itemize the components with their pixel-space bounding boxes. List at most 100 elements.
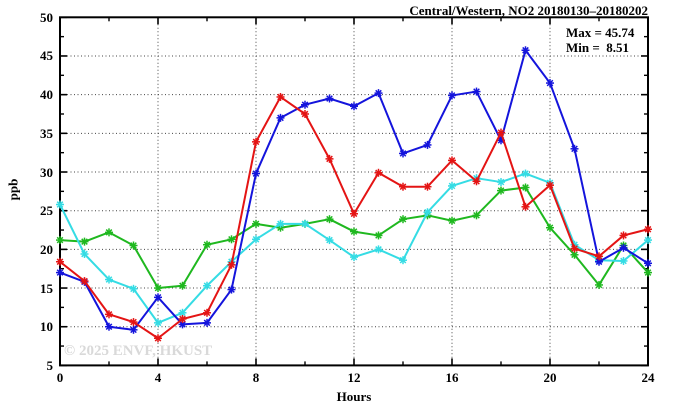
series-blue-marker [350,102,358,111]
series-blue-marker [203,318,211,327]
y-tick-label-35: 35 [40,125,53,141]
series-blue-marker [399,149,407,158]
series-green-marker [497,186,505,195]
plot-border [59,16,649,367]
series-cyan-marker [154,318,162,327]
series-red-marker [203,308,211,317]
y-tick-label-10: 10 [40,319,53,335]
series-blue-marker [423,140,432,149]
y-tick-label-20: 20 [40,241,53,257]
series-red-marker [178,314,187,323]
series-blue-marker [227,285,236,294]
series-blue-marker [301,100,309,109]
series-cyan-marker [374,245,383,254]
series-green-marker [595,280,603,289]
series-blue-marker [276,113,285,122]
series-green-marker [203,240,211,249]
series-red-marker [350,209,358,218]
series-green-marker [227,235,236,244]
series-cyan-marker [619,256,628,265]
series-cyan-marker [448,181,456,190]
series-green-marker [129,241,138,250]
series-cyan-marker [129,284,138,293]
series-cyan-marker [203,281,211,290]
y-tick-label-50: 50 [40,9,53,25]
series-blue-marker [374,89,383,98]
series-red-marker [276,92,285,101]
y-tick-label-25: 25 [40,203,53,219]
series-green-marker [325,215,334,224]
series-red-marker [619,231,628,240]
series-blue-marker [105,322,113,331]
x-tick-label-24: 24 [641,370,655,385]
series-red-marker [301,109,309,118]
series-red-marker [497,128,505,137]
series-blue-marker [154,293,162,302]
series-cyan-marker [423,208,432,217]
series-green-marker [252,219,260,228]
series-green-marker [178,281,187,290]
series-green-marker [521,183,530,192]
series-red-marker [472,177,481,186]
series-cyan-marker [276,219,285,228]
series-cyan-marker [301,219,309,228]
series-cyan-marker [521,169,530,178]
x-tick-label-16: 16 [445,370,459,385]
series-red-marker [80,277,89,286]
x-tick-label-4: 4 [154,370,162,385]
series-green-marker [546,223,554,232]
series-red-marker [546,181,554,190]
series-blue-marker [129,325,138,334]
series-red-marker [252,137,260,146]
series-cyan-marker [252,235,260,244]
series-blue-marker [644,259,652,268]
series-red-marker [448,156,456,165]
series-blue-marker [448,91,456,100]
series-blue-marker [325,94,334,103]
series-cyan-marker [399,256,407,265]
watermark: © 2025 ENVF, HKUST [64,343,213,359]
series-red-marker [521,202,530,211]
series-blue-marker [619,243,628,252]
series-green-marker [472,211,481,220]
series-green-marker [448,216,456,225]
series-red-marker [227,260,236,269]
series-red-marker [595,252,603,261]
series-green-marker [399,215,407,224]
series-cyan-marker [644,236,652,245]
series-blue-marker [521,46,530,55]
series-cyan-marker [105,275,113,284]
max-annotation: Max = 45.74 [566,25,635,40]
min-annotation: Min = 8.51 [566,40,630,55]
series-green-marker [80,237,89,246]
series-blue-marker [252,169,260,178]
series-cyan-marker [350,253,358,262]
x-tick-label-8: 8 [252,370,260,385]
y-tick-label-45: 45 [40,48,53,64]
series-red-marker [423,182,432,191]
series-green-marker [350,227,358,236]
series-red-marker [154,334,162,343]
series-green-marker [105,228,113,237]
series-red [56,92,652,343]
series-cyan-marker [56,200,64,209]
x-tick-label-0: 0 [56,370,64,385]
series-blue-marker [546,79,554,88]
series-blue-marker [472,87,481,96]
series-red-marker [56,257,64,266]
chart-title: Central/Western, NO2 20180130–20180202 [409,3,648,18]
series-red-marker [644,225,652,234]
y-tick-label-5: 5 [46,357,54,373]
series-green-marker [374,231,383,240]
series-red-marker [399,182,407,191]
series-cyan-marker [80,250,89,259]
series-blue-marker [56,268,64,277]
x-tick-label-20: 20 [543,370,557,385]
series-red-marker [325,154,334,163]
series-green-marker [154,284,162,293]
y-tick-label-15: 15 [40,280,53,296]
series-red-marker [129,318,138,327]
series-blue-marker [570,144,579,153]
